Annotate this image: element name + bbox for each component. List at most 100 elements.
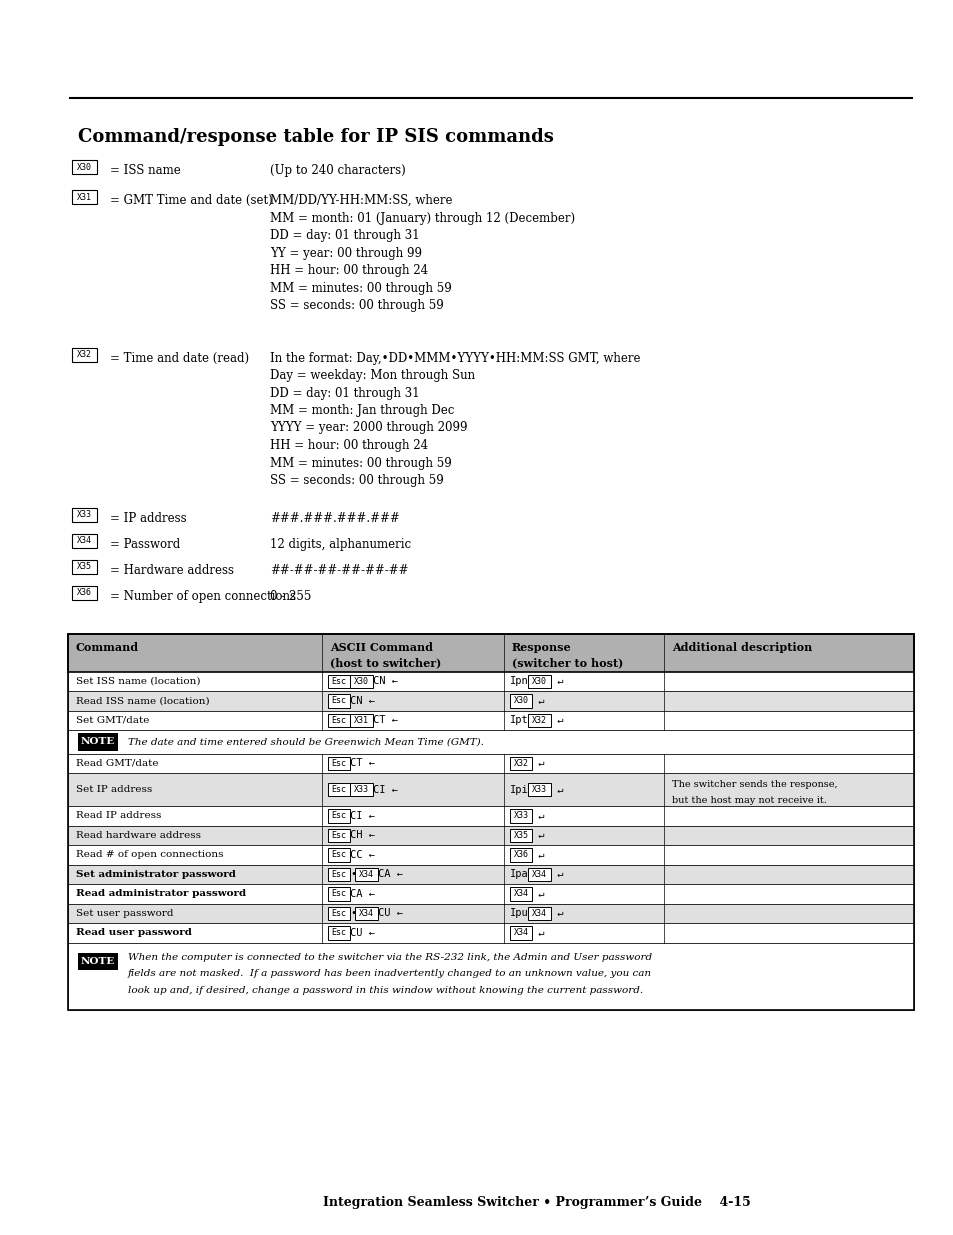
Bar — [68, 692, 913, 710]
Text: = ISS name: = ISS name — [110, 164, 180, 177]
Text: SS = seconds: 00 through 59: SS = seconds: 00 through 59 — [270, 299, 443, 312]
Bar — [78, 734, 118, 751]
Text: The switcher sends the response,: The switcher sends the response, — [672, 781, 837, 789]
Text: Set ISS name (location): Set ISS name (location) — [76, 677, 200, 685]
Bar — [528, 674, 550, 688]
Text: Read # of open connections: Read # of open connections — [76, 851, 223, 860]
Bar — [71, 559, 96, 573]
Text: CT ←: CT ← — [373, 715, 397, 725]
Text: The date and time entered should be Greenwich Mean Time (GMT).: The date and time entered should be Gree… — [128, 737, 483, 746]
Bar — [509, 926, 532, 940]
Bar — [509, 829, 532, 842]
Text: = Time and date (read): = Time and date (read) — [110, 352, 249, 364]
Text: HH = hour: 00 through 24: HH = hour: 00 through 24 — [270, 264, 428, 277]
Text: HH = hour: 00 through 24: HH = hour: 00 through 24 — [270, 438, 428, 452]
Bar — [509, 887, 532, 900]
Bar — [68, 884, 913, 904]
Bar — [68, 864, 913, 884]
Text: Esc: Esc — [332, 851, 346, 860]
Text: Esc: Esc — [332, 929, 346, 937]
Text: X33: X33 — [76, 510, 91, 519]
Text: ↵: ↵ — [532, 811, 544, 821]
Text: Set user password: Set user password — [76, 909, 173, 918]
Text: Set IP address: Set IP address — [76, 785, 152, 794]
Bar — [328, 887, 350, 900]
Text: Esc: Esc — [332, 677, 346, 685]
Bar — [328, 868, 350, 881]
Text: CU ←: CU ← — [350, 927, 375, 937]
Bar — [528, 906, 550, 920]
Text: X30: X30 — [76, 163, 91, 172]
Text: Set GMT/date: Set GMT/date — [76, 716, 150, 725]
Text: Ipn•: Ipn• — [509, 677, 534, 687]
Text: ↵: ↵ — [532, 830, 544, 840]
Text: MM/DD/YY-HH:MM:SS, where: MM/DD/YY-HH:MM:SS, where — [270, 194, 452, 207]
Text: When the computer is connected to the switcher via the RS-232 link, the Admin an: When the computer is connected to the sw… — [128, 952, 652, 962]
Text: Esc: Esc — [332, 697, 346, 705]
Bar — [71, 534, 96, 547]
Text: ↵: ↵ — [532, 927, 544, 937]
Text: = Number of open connections: = Number of open connections — [110, 589, 295, 603]
Text: 12 digits, alphanumeric: 12 digits, alphanumeric — [270, 537, 411, 551]
Bar — [68, 730, 913, 753]
Bar — [350, 783, 373, 797]
Text: In the format: Day,•DD•MMM•YYYY•HH:MM:SS GMT, where: In the format: Day,•DD•MMM•YYYY•HH:MM:SS… — [270, 352, 639, 364]
Text: MM = minutes: 00 through 59: MM = minutes: 00 through 59 — [270, 457, 452, 469]
Bar — [328, 926, 350, 940]
Text: X35: X35 — [513, 831, 528, 840]
Bar — [355, 868, 377, 881]
Bar — [528, 783, 550, 797]
Text: Ipu•: Ipu• — [509, 909, 534, 919]
Text: X34: X34 — [532, 909, 546, 918]
Text: = Password: = Password — [110, 537, 180, 551]
Text: •: • — [350, 869, 356, 879]
Bar — [328, 757, 350, 769]
Bar — [509, 757, 532, 769]
Text: ↵: ↵ — [550, 784, 563, 794]
Text: ###.###.###.###: ###.###.###.### — [270, 511, 399, 525]
Text: X33: X33 — [513, 811, 528, 820]
Bar — [328, 809, 350, 823]
Text: CA ←: CA ← — [377, 869, 402, 879]
Bar — [509, 694, 532, 708]
Text: X34: X34 — [358, 909, 374, 918]
Text: Esc: Esc — [332, 785, 346, 794]
Bar — [328, 829, 350, 842]
Text: X34: X34 — [513, 929, 528, 937]
Text: ↵: ↵ — [532, 889, 544, 899]
Text: ↵: ↵ — [532, 758, 544, 768]
Text: ↵: ↵ — [550, 677, 563, 687]
Text: Esc: Esc — [332, 869, 346, 879]
Text: NOTE: NOTE — [81, 737, 115, 746]
Bar — [71, 347, 96, 362]
Bar — [68, 806, 913, 826]
Text: Read ISS name (location): Read ISS name (location) — [76, 697, 210, 705]
Bar — [68, 634, 913, 672]
Text: ↵: ↵ — [532, 695, 544, 705]
Bar — [68, 672, 913, 692]
Text: fields are not masked.  If a password has been inadvertently changed to an unkno: fields are not masked. If a password has… — [128, 969, 651, 978]
Text: Ipt•: Ipt• — [509, 715, 534, 725]
Bar — [528, 868, 550, 881]
Text: MM = minutes: 00 through 59: MM = minutes: 00 through 59 — [270, 282, 452, 294]
Bar — [509, 848, 532, 862]
Text: Ipa•: Ipa• — [509, 869, 534, 879]
Text: = GMT Time and date (set): = GMT Time and date (set) — [110, 194, 273, 207]
Text: •: • — [350, 909, 356, 919]
Text: MM = month: 01 (January) through 12 (December): MM = month: 01 (January) through 12 (Dec… — [270, 211, 575, 225]
Text: Esc: Esc — [332, 758, 346, 768]
Bar — [68, 710, 913, 730]
Bar — [528, 714, 550, 727]
Text: Additional description: Additional description — [672, 641, 812, 652]
Bar — [328, 906, 350, 920]
Bar — [509, 809, 532, 823]
Text: X30: X30 — [513, 697, 528, 705]
Text: Command: Command — [76, 641, 139, 652]
Text: X30: X30 — [354, 677, 369, 685]
Text: DD = day: 01 through 31: DD = day: 01 through 31 — [270, 228, 419, 242]
Text: (Up to 240 characters): (Up to 240 characters) — [270, 164, 405, 177]
Text: Read user password: Read user password — [76, 929, 192, 937]
Text: X34: X34 — [358, 869, 374, 879]
Bar — [78, 952, 118, 971]
Text: X32: X32 — [76, 350, 91, 359]
